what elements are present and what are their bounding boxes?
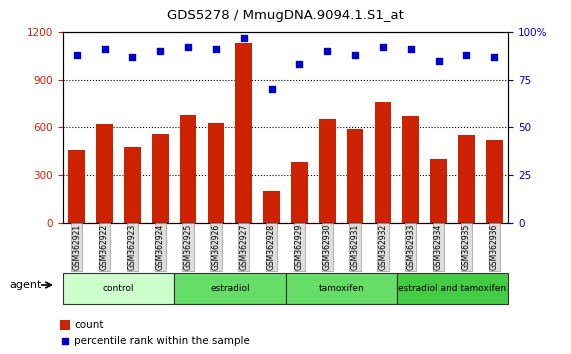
Bar xyxy=(208,123,224,223)
Point xyxy=(61,338,70,343)
Point xyxy=(211,46,220,52)
Point xyxy=(128,54,137,59)
Text: GSM362931: GSM362931 xyxy=(351,224,360,270)
FancyBboxPatch shape xyxy=(397,273,508,304)
Text: estradiol and tamoxifen: estradiol and tamoxifen xyxy=(399,284,506,293)
Point xyxy=(100,46,109,52)
Text: estradiol: estradiol xyxy=(210,284,250,293)
Point xyxy=(490,54,499,59)
Bar xyxy=(69,150,85,223)
Text: GSM362936: GSM362936 xyxy=(490,224,499,270)
Text: GSM362934: GSM362934 xyxy=(434,224,443,270)
Bar xyxy=(60,320,70,330)
Bar xyxy=(263,191,280,223)
Point xyxy=(72,52,81,58)
Text: count: count xyxy=(74,320,104,330)
Text: GSM362933: GSM362933 xyxy=(406,224,415,270)
Bar xyxy=(375,102,391,223)
Text: GSM362922: GSM362922 xyxy=(100,224,109,270)
Text: GSM362935: GSM362935 xyxy=(462,224,471,270)
Bar xyxy=(180,115,196,223)
Point xyxy=(323,48,332,54)
Text: control: control xyxy=(103,284,134,293)
Bar xyxy=(96,124,113,223)
Text: GSM362924: GSM362924 xyxy=(156,224,165,270)
FancyBboxPatch shape xyxy=(63,273,174,304)
Bar xyxy=(291,162,308,223)
Bar xyxy=(235,43,252,223)
FancyBboxPatch shape xyxy=(286,273,397,304)
Text: GSM362923: GSM362923 xyxy=(128,224,137,270)
Bar xyxy=(458,136,475,223)
Point xyxy=(434,58,443,63)
Text: GSM362925: GSM362925 xyxy=(183,224,192,270)
Point xyxy=(267,86,276,92)
Text: GSM362927: GSM362927 xyxy=(239,224,248,270)
Text: GSM362932: GSM362932 xyxy=(379,224,388,270)
Point xyxy=(295,62,304,67)
Bar xyxy=(152,134,168,223)
Text: GSM362921: GSM362921 xyxy=(72,224,81,270)
Point xyxy=(351,52,360,58)
Bar xyxy=(403,116,419,223)
Text: agent: agent xyxy=(10,280,42,290)
Point xyxy=(183,44,192,50)
Text: percentile rank within the sample: percentile rank within the sample xyxy=(74,336,250,346)
FancyBboxPatch shape xyxy=(174,273,286,304)
Point xyxy=(406,46,415,52)
Point xyxy=(239,35,248,40)
Text: GSM362928: GSM362928 xyxy=(267,224,276,270)
Text: tamoxifen: tamoxifen xyxy=(318,284,364,293)
Bar xyxy=(124,147,140,223)
Point xyxy=(462,52,471,58)
Bar xyxy=(486,140,502,223)
Text: GDS5278 / MmugDNA.9094.1.S1_at: GDS5278 / MmugDNA.9094.1.S1_at xyxy=(167,9,404,22)
Point xyxy=(379,44,388,50)
Bar xyxy=(319,120,336,223)
Text: GSM362930: GSM362930 xyxy=(323,224,332,270)
Bar xyxy=(431,159,447,223)
Bar xyxy=(347,129,363,223)
Text: GSM362929: GSM362929 xyxy=(295,224,304,270)
Point xyxy=(156,48,165,54)
Text: GSM362926: GSM362926 xyxy=(211,224,220,270)
